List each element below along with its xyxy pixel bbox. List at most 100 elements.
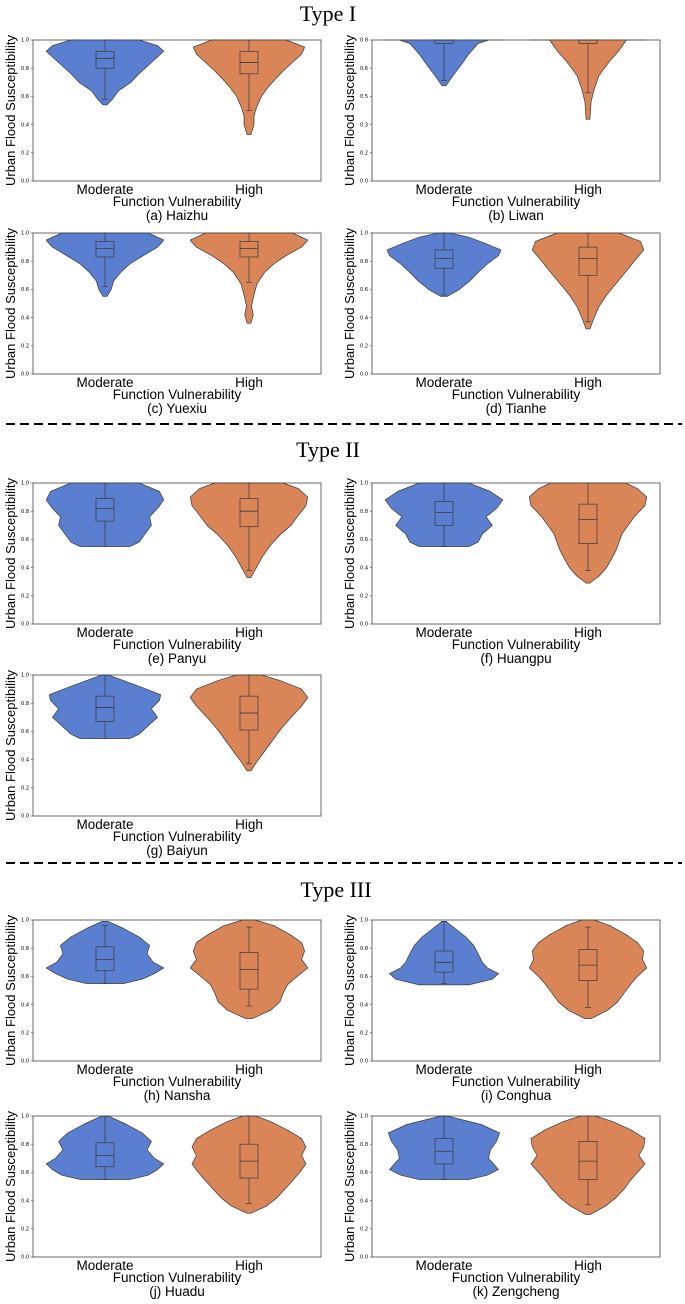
y-tick-label: 0.6 — [360, 974, 368, 980]
y-tick-label: 0.0 — [21, 179, 29, 185]
y-tick-label: 0.2 — [21, 1031, 29, 1037]
panel-caption: (g) Baiyun — [146, 843, 208, 858]
y-tick-label: 1.0 — [21, 481, 29, 487]
x-tick-label: Moderate — [76, 182, 133, 197]
x-tick-label: High — [574, 1258, 602, 1273]
plot-frame — [371, 232, 661, 375]
panel-caption: (j) Huadu — [149, 1284, 205, 1299]
x-axis-label: Function Vulnerability — [113, 1270, 242, 1285]
y-tick-label: 0.2 — [360, 151, 368, 157]
x-axis-label: Function Vulnerability — [452, 1074, 581, 1089]
panel-caption: (h) Nansha — [144, 1088, 211, 1103]
y-tick-label: 1.0 — [360, 481, 368, 487]
y-tick-label: 0.8 — [21, 66, 29, 72]
plot-frame — [371, 919, 661, 1062]
box-iqr — [434, 500, 454, 526]
box-iqr — [239, 498, 259, 528]
y-tick-label: 0.8 — [360, 509, 368, 515]
y-tick-label: 0.0 — [21, 622, 29, 628]
y-axis-label: Urban Flood Susceptibility — [342, 1110, 357, 1262]
x-tick-label: Moderate — [76, 375, 133, 390]
y-tick-label: 0.6 — [21, 729, 29, 735]
y-tick-label: 0.2 — [21, 594, 29, 600]
y-tick-label: 0.0 — [360, 1255, 368, 1261]
x-tick-label: High — [235, 1258, 263, 1273]
plot-frame — [32, 232, 322, 375]
y-axis-label: Urban Flood Susceptibility — [3, 34, 18, 186]
x-tick-label: High — [235, 375, 263, 390]
y-tick-label: 0.6 — [21, 94, 29, 100]
x-tick-label: High — [235, 817, 263, 832]
x-tick-label: Moderate — [415, 182, 472, 197]
panel-caption: (a) Haizhu — [146, 208, 208, 223]
box-iqr — [578, 503, 598, 544]
y-tick-label: 1.0 — [360, 1114, 368, 1120]
y-tick-label: 0.8 — [21, 946, 29, 952]
type-title-3: Type III — [300, 877, 371, 902]
x-tick-label: High — [574, 625, 602, 640]
plot-frame — [371, 1115, 661, 1258]
y-tick-label: 0.5 — [360, 94, 368, 100]
y-tick-label: 0.6 — [21, 537, 29, 543]
x-axis-label: Function Vulnerability — [113, 637, 242, 652]
x-tick-label: High — [235, 625, 263, 640]
box-iqr — [95, 50, 115, 69]
panel-caption: (k) Zengcheng — [472, 1284, 559, 1299]
y-tick-label: 0.4 — [21, 315, 29, 321]
y-tick-label: 1.0 — [21, 1114, 29, 1120]
box-iqr — [434, 249, 454, 269]
type-title-2: Type II — [296, 437, 360, 462]
y-tick-label: 0.2 — [21, 786, 29, 792]
type-title-1: Type I — [300, 1, 357, 26]
x-tick-label: Moderate — [415, 1062, 472, 1077]
violin-high — [528, 919, 648, 1020]
box-iqr — [95, 498, 115, 522]
x-axis-label: Function Vulnerability — [113, 194, 242, 209]
y-axis-label: Urban Flood Susceptibility — [3, 914, 18, 1066]
y-tick-label: 0.0 — [21, 1059, 29, 1065]
y-tick-label: 0.2 — [360, 344, 368, 350]
box-iqr — [578, 1141, 598, 1180]
panel-caption: (b) Liwan — [488, 208, 544, 223]
x-tick-label: High — [574, 375, 602, 390]
violin-moderate — [45, 921, 165, 984]
x-tick-label: Moderate — [76, 1258, 133, 1273]
plot-frame — [32, 482, 322, 625]
y-tick-label: 1.0 — [21, 918, 29, 924]
y-tick-label: 0.4 — [21, 565, 29, 571]
box-iqr — [239, 952, 259, 990]
y-tick-label: 0.4 — [360, 565, 368, 571]
box-iqr — [95, 241, 115, 258]
y-tick-label: 0.4 — [360, 1002, 368, 1008]
box-iqr — [434, 950, 454, 973]
y-tick-label: 0.6 — [360, 1170, 368, 1176]
y-tick-label: 0.8 — [360, 1142, 368, 1148]
y-tick-label: 0.8 — [360, 946, 368, 952]
y-axis-label: Urban Flood Susceptibility — [342, 34, 357, 186]
y-tick-label: 1.0 — [21, 38, 29, 44]
y-axis-label: Urban Flood Susceptibility — [3, 227, 18, 379]
plot-frame — [371, 39, 661, 182]
y-tick-label: 0.6 — [21, 974, 29, 980]
y-tick-label: 0.4 — [21, 757, 29, 763]
box-iqr — [95, 1142, 115, 1168]
box-iqr — [95, 946, 115, 972]
panel-caption: (c) Yuexiu — [147, 401, 207, 416]
x-axis-label: Function Vulnerability — [113, 829, 242, 844]
y-tick-label: 0.0 — [360, 622, 368, 628]
plot-frame — [32, 919, 322, 1062]
y-tick-label: 0.3 — [360, 122, 368, 128]
y-tick-label: 0.8 — [21, 509, 29, 515]
y-axis-label: Urban Flood Susceptibility — [342, 914, 357, 1066]
plot-frame — [32, 1115, 322, 1258]
box-iqr — [239, 241, 259, 258]
y-tick-label: 1.0 — [21, 673, 29, 679]
